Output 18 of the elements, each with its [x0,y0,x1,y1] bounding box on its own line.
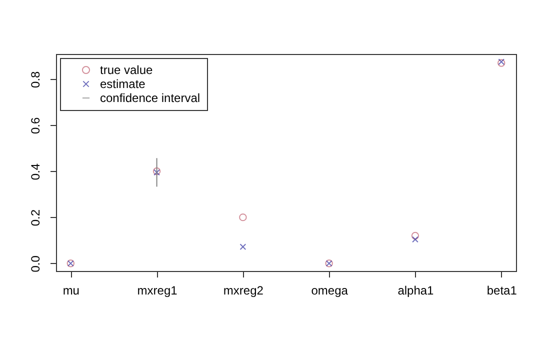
y-tick-label: 0.2 [28,209,42,226]
y-tick-label: 0.4 [28,163,42,180]
x-tick-label: mu [62,284,80,298]
legend-label: estimate [100,77,146,91]
point [412,236,418,243]
point [240,244,246,250]
point [411,232,420,240]
legend-label: true value [100,63,154,77]
x-tick-label: mxreg2 [223,284,264,298]
y-tick-label: 0.8 [28,70,42,88]
y-tick-label: 0.6 [28,117,42,134]
x-tick-label: alpha1 [398,284,434,298]
x-tick-label: beta1 [486,284,518,298]
x-tick-label: omega [311,284,348,298]
y-tick-label: 0.0 [28,255,42,272]
x-tick-label: mxreg1 [137,284,178,298]
point [239,213,247,222]
legend-label: confidence interval [100,91,200,105]
